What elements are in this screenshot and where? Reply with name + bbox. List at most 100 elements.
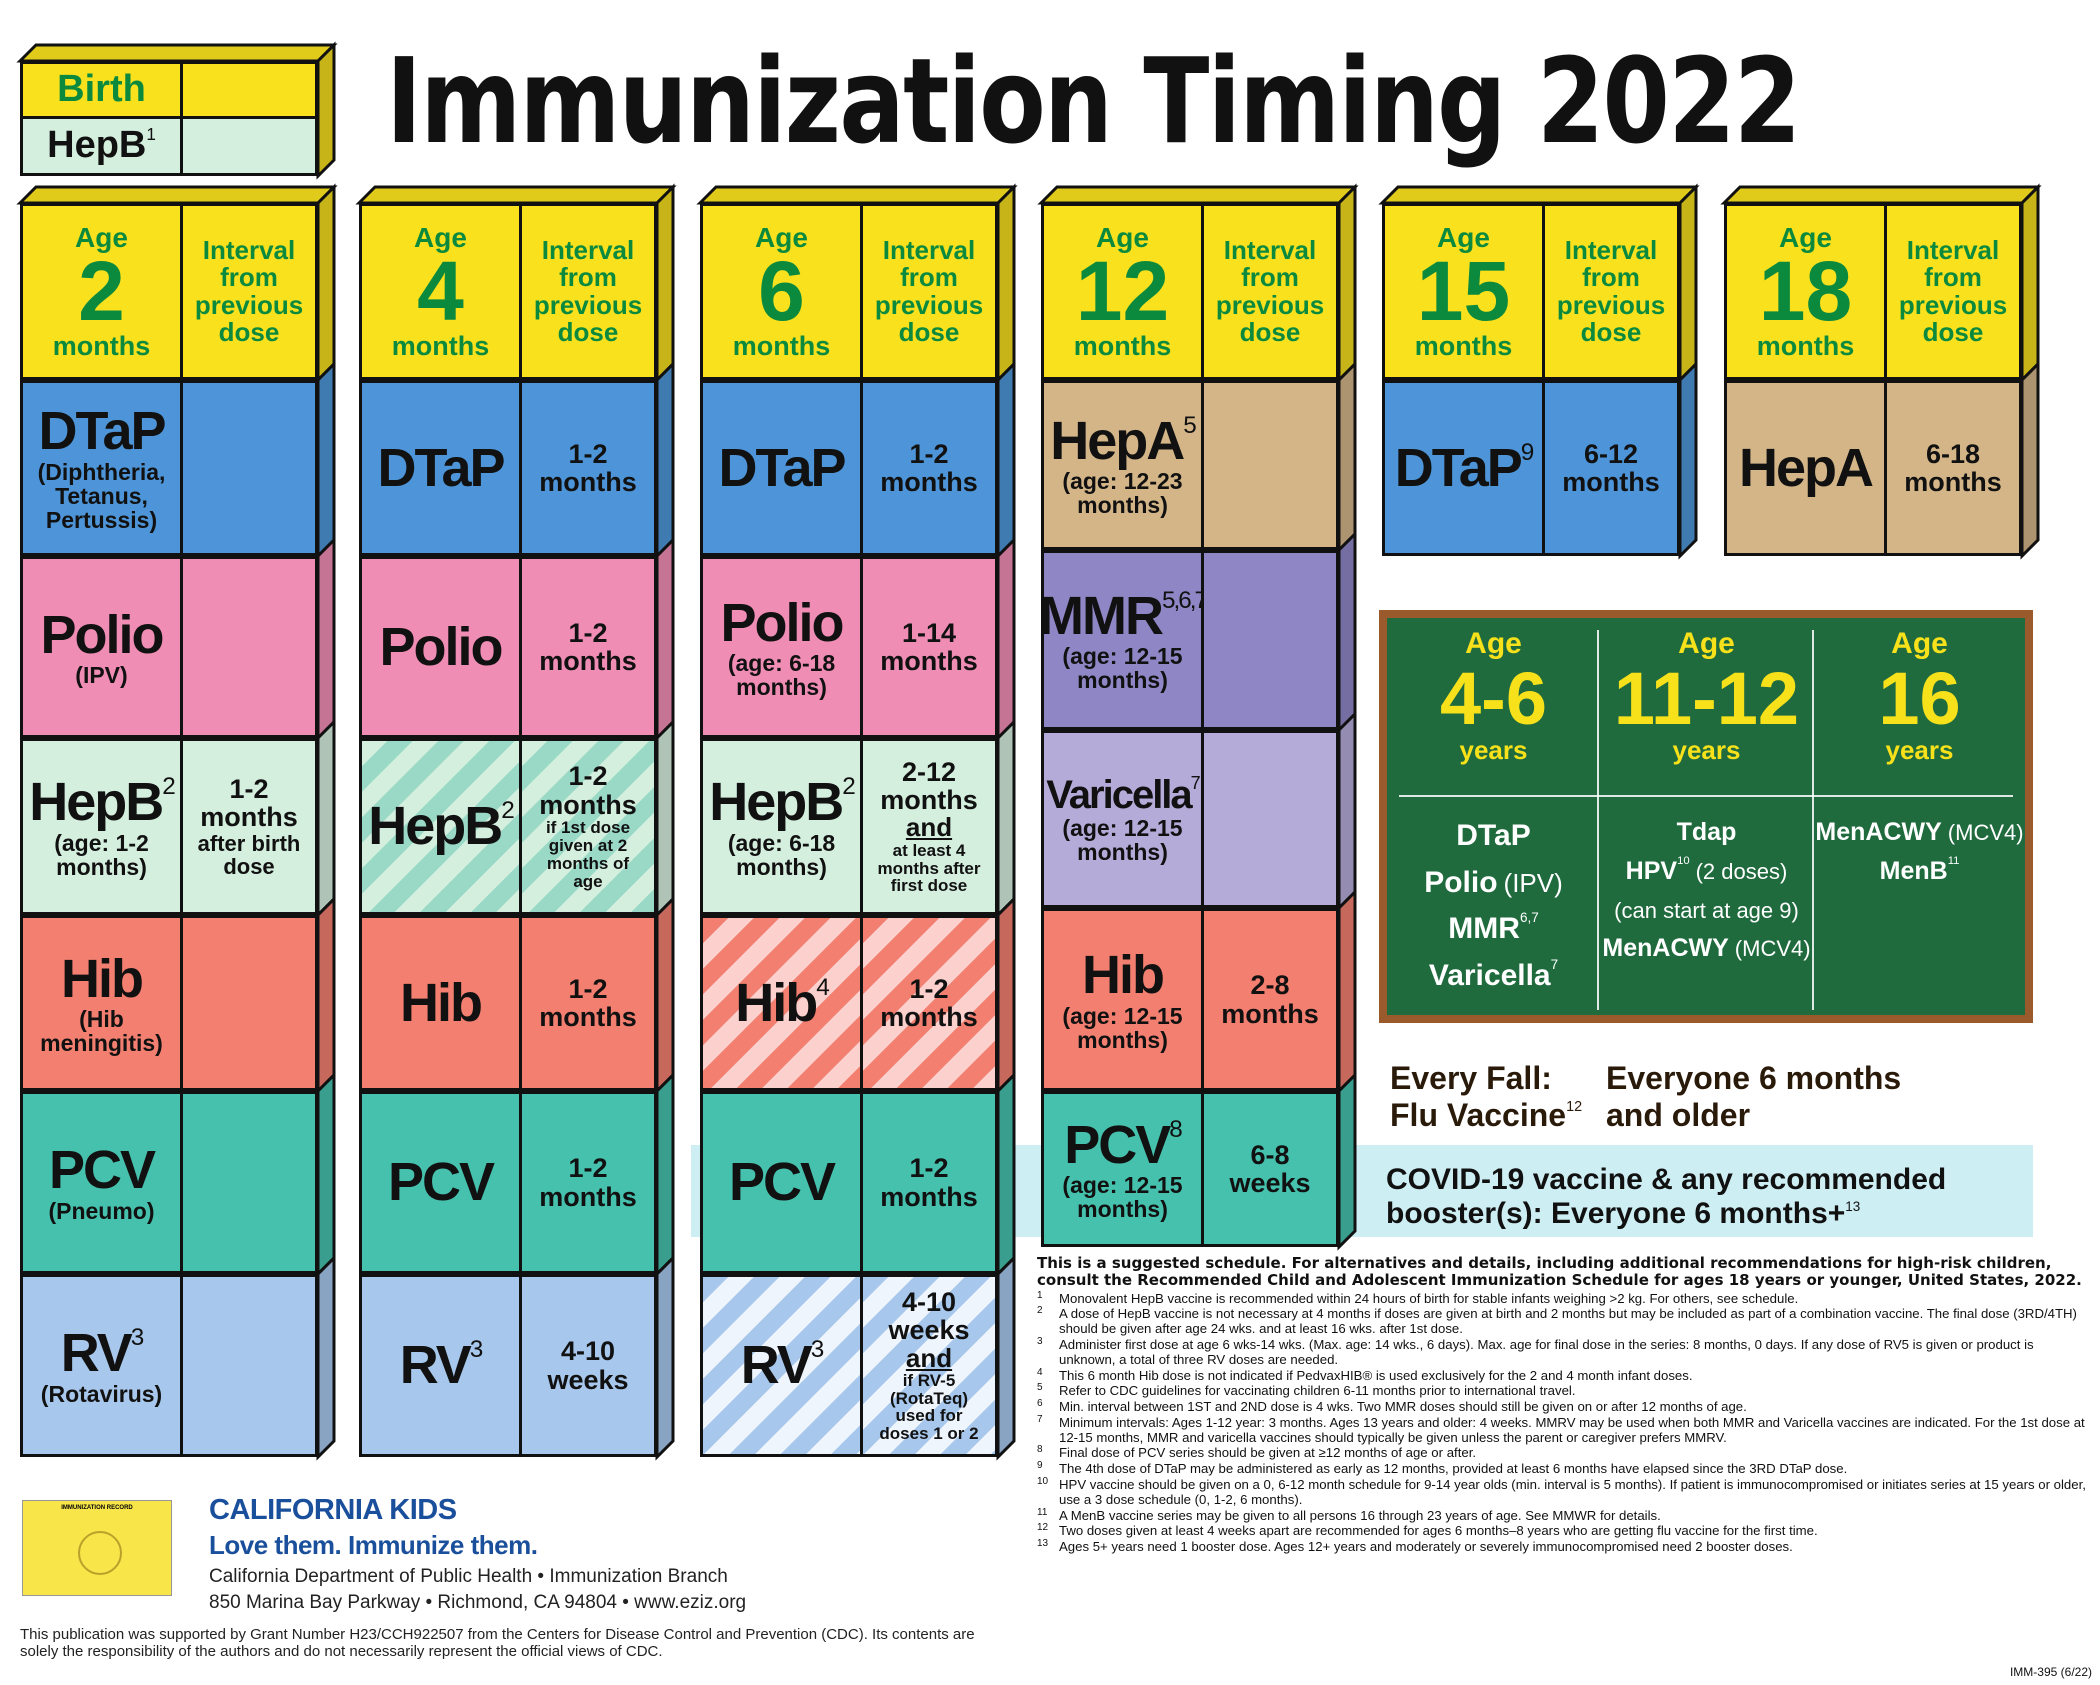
footnote-text: HPV vaccine should be given on a 0, 6-12… [1059,1476,2086,1507]
interval-cell: 6-8 weeks [1201,1091,1339,1247]
vaccine-cell: Polio [359,556,522,738]
title: Immunization Timing 2022 [386,32,1801,170]
vaccine-name-text: Hib [1082,945,1165,1006]
vaccine-name: Hib [1082,945,1165,1006]
footnote-text: The 4th dose of DTaP may be administered… [1059,1461,1848,1477]
vaccine-cell: HepA5 (age: 12-23 months) [1041,380,1204,550]
vaccine-note: (Hib meningitis) [40,1006,163,1057]
interval-cell [1201,550,1339,730]
board-item: Varicella7 [1387,953,1600,1000]
vaccine-name-text: Hib [735,972,818,1033]
footnote-number: 5 [1037,1382,1043,1394]
age-number: 18 [1758,244,1853,339]
footnote: 9 The 4th dose of DTaP may be administere… [1037,1460,2087,1477]
age-number: 2 [78,244,125,339]
footnote-text: Administer first dose at age 6 wks-14 wk… [1059,1336,2034,1367]
chalkboard: Age 4-6 years DTaP Polio (IPV) MMR6,7 Varicella… [1379,610,2033,1023]
interval-cell: 1-2 months [519,1091,657,1274]
box-face [1678,183,1698,384]
age-header: Age 4 months [359,203,522,380]
dept: California Department of Public Health •… [209,1566,728,1587]
vaccine-cell: DTaP9 [1382,380,1545,556]
board-item-text: MMR [1448,912,1520,945]
vaccine-cell: Hib (Hib meningitis) [20,915,183,1091]
interval-cell: 1-2 months [860,1091,998,1274]
vaccine-name-text: Polio [720,592,845,653]
vaccine-cell: RV3 (Rotavirus) [20,1274,183,1457]
vaccine-cell: Hib4 [700,915,863,1091]
vaccine-note: (IPV) [75,662,128,689]
vaccine-name-text: Polio [40,604,165,665]
interval-cell: 1-2 months [519,380,657,556]
vaccine-note: (age: 12-15 months) [1062,814,1183,865]
interval: 6-12 months [1562,438,1660,497]
board-age-number: 11-12 [1613,656,1800,740]
interval: 1-2 months [539,761,637,820]
footnote-number: 4 [1037,1366,1043,1378]
board-item: DTaP [1387,813,1600,860]
box-face [996,536,1016,742]
interval-cell: 1-2 months [860,380,998,556]
vaccine-name-text: Hib [400,972,483,1033]
board-age-unit: years [1459,735,1528,766]
superscript: 11 [1947,855,1960,868]
vaccine-name-text: HepB [368,796,503,857]
interval-and: and [905,812,953,843]
superscript: 2 [842,773,855,801]
birth-vaccine-text: HepB [47,124,147,167]
vaccine-cell: RV3 [359,1274,522,1457]
board-age-number: 16 [1878,656,1961,740]
footnote-text: Ages 5+ years need 1 booster dose. Ages … [1059,1539,1793,1555]
superscript: 2 [501,797,514,825]
box-face [1378,185,1700,205]
vaccine-cell: Hib [359,915,522,1091]
interval: 1-2 months [539,617,637,676]
interval-cell [180,1274,318,1457]
age-unit: months [52,330,151,361]
box-face [316,183,336,384]
vaccine-cell: RV3 [700,1274,863,1457]
age-number: 15 [1416,244,1511,339]
superscript: 7 [1550,956,1559,972]
superscript: 2 [162,773,175,801]
interval: 2-12 months [880,756,978,816]
vaccine-name-text: MMR [1039,585,1164,646]
footnote: 2 A dose of HepB vaccine is not necessary… [1037,1305,2087,1337]
interval-cell: 1-2 months [519,556,657,738]
interval-header: Interval from previous dose [519,203,657,380]
board-item: Tdap [1600,813,1813,852]
slogan: Love them. Immunize them. [209,1530,538,1560]
card-seal [78,1531,122,1575]
box-face [316,41,336,180]
vaccine-name: PCV8 [1064,1116,1182,1174]
vaccine-name: RV3 [61,1325,144,1382]
box-face [316,895,336,1095]
box-face [355,185,677,205]
box-face [2020,183,2040,384]
box-face [655,895,675,1095]
covid-text: COVID-19 vaccine & any recommended boost… [1386,1163,2026,1230]
vaccine-name: PCV [49,1142,156,1199]
interval: 1-2 months [539,973,637,1032]
board-item-text: Tdap [1676,818,1737,846]
interval: 1-2 months [200,774,298,833]
footnote-text: Min. interval between 1ST and 2ND dose i… [1059,1399,1747,1415]
board-age: Age 11-12 years [1600,628,1813,764]
interval-header: Interval from previous dose [180,203,318,380]
board-age-label: Age [1678,627,1735,660]
footnote: 11 A MenB vaccine series may be given to … [1037,1507,2087,1524]
interval: 1-2 months [539,438,637,497]
vaccine-cell: HepA [1724,380,1887,556]
vaccine-name: Hib [61,950,144,1008]
vaccine-cell: PCV (Pneumo) [20,1091,183,1274]
box-face [316,1254,336,1461]
footnote: 8 Final dose of PCV series should be give… [1037,1444,2087,1461]
vaccine-name: Hib4 [735,972,829,1033]
box-face [1337,183,1357,384]
org-name: CALIFORNIA KIDS [209,1494,457,1526]
age-number: 6 [758,244,805,339]
footnote: 3 Administer first dose at age 6 wks-14 w… [1037,1336,2087,1368]
age-header: Age 12 months [1041,203,1204,380]
vaccine-name: PCV [388,1154,495,1211]
